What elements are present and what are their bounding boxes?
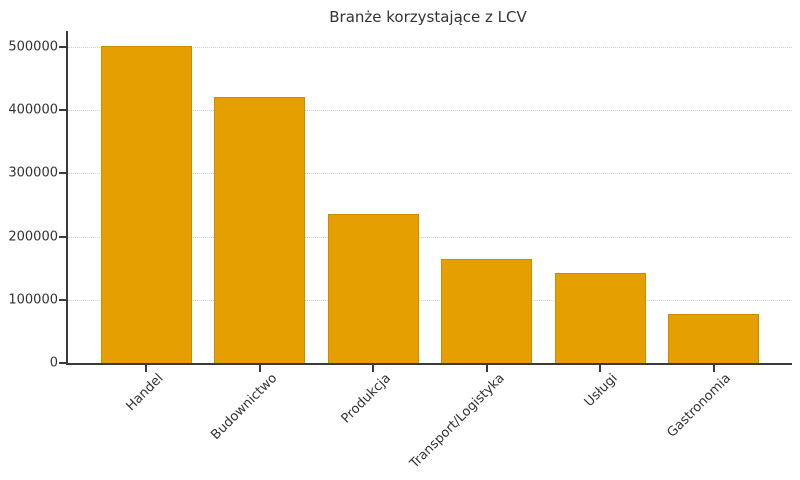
x-tick-label-produkcja: Produkcja xyxy=(338,371,394,427)
x-tick-mark xyxy=(145,365,148,372)
x-tick-mark xyxy=(485,365,488,372)
gridline-200000 xyxy=(68,236,792,238)
y-tick-label: 200000 xyxy=(8,229,58,245)
y-tick-mark xyxy=(59,362,66,364)
chart-bar-gastronomia xyxy=(668,314,760,363)
x-tick-mark xyxy=(258,365,261,372)
gridline-500000 xyxy=(68,46,792,48)
chart-bar-budownictwo xyxy=(214,97,306,363)
chart-bar-produkcja xyxy=(327,214,419,363)
x-tick-label-handel: Handel xyxy=(123,371,167,415)
y-tick-label: 300000 xyxy=(8,165,58,181)
x-tick-label-transport-logistyka: Transport/Logistyka xyxy=(406,371,508,472)
y-tick-label: 500000 xyxy=(8,39,58,55)
gridline-100000 xyxy=(68,299,792,301)
y-tick-mark xyxy=(59,109,66,112)
gridline-400000 xyxy=(68,110,792,112)
chart-bar-transport-logistyka xyxy=(441,258,533,363)
gridline-300000 xyxy=(68,173,792,175)
y-tick-label: 400000 xyxy=(8,102,58,118)
x-tick-label-gastronomia: Gastronomia xyxy=(664,371,735,441)
x-tick-label-budownictwo: Budownictwo xyxy=(208,371,281,443)
y-tick-label: 0 xyxy=(49,355,58,371)
chart-bar-handel xyxy=(100,45,192,363)
x-tick-mark xyxy=(372,365,375,372)
y-tick-label: 100000 xyxy=(8,292,58,308)
y-tick-mark xyxy=(59,298,66,301)
y-tick-mark xyxy=(59,235,66,238)
chart-title: Branże korzystające z LCV xyxy=(329,8,527,26)
y-tick-mark xyxy=(59,172,66,175)
y-tick-mark xyxy=(59,45,66,48)
x-tick-mark xyxy=(599,365,602,372)
plot-area: 0 100000 200000 300000 400000 500000 Handel Bud… xyxy=(8,31,792,471)
x-tick-mark xyxy=(712,365,715,372)
x-tick-label-us-ugi: Usługi xyxy=(581,371,621,410)
chart-bar-us-ugi xyxy=(554,273,646,363)
